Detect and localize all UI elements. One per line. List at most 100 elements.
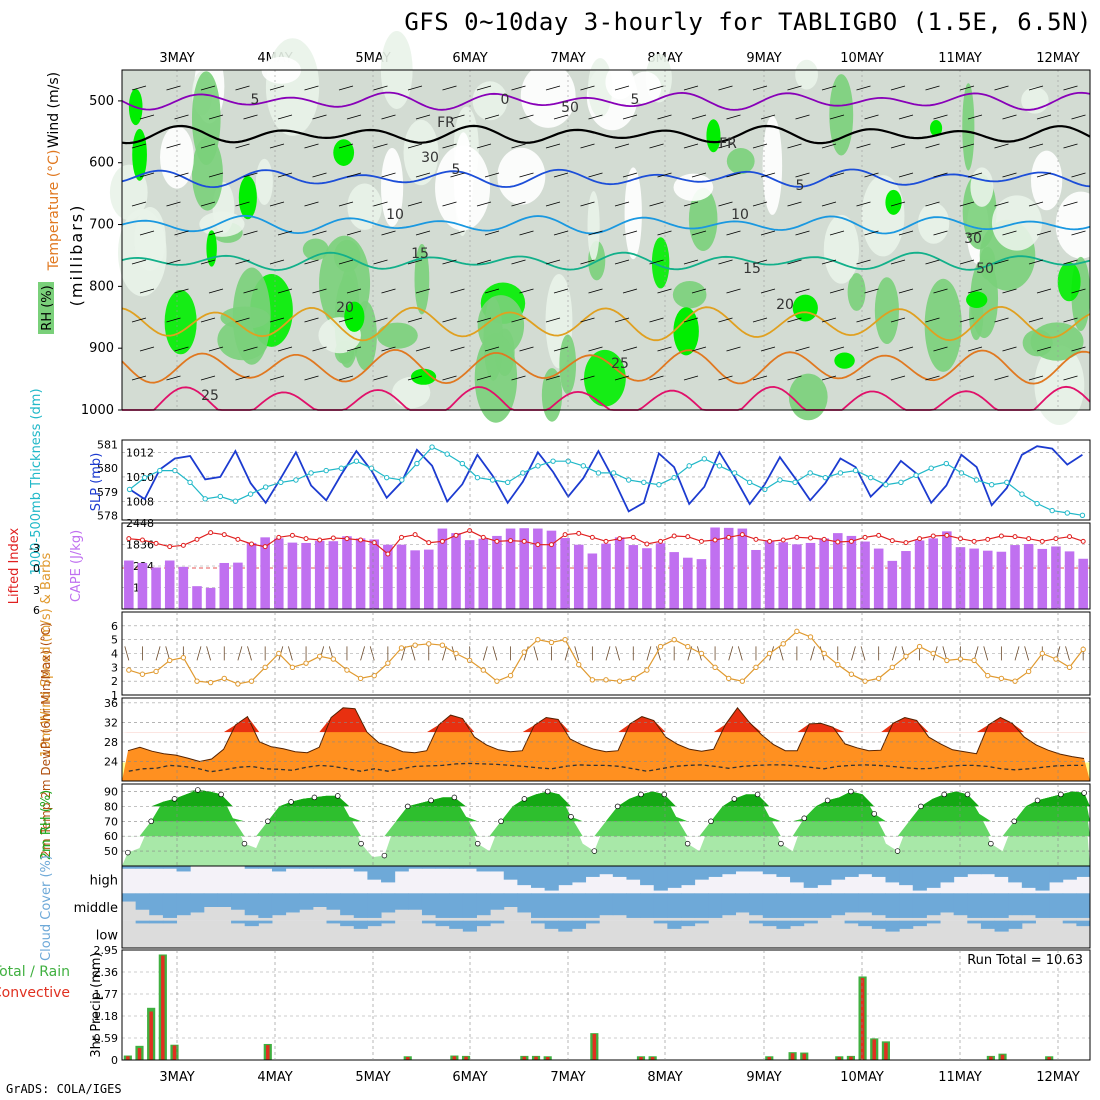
li-axis-title: Lifted Index [7, 527, 22, 604]
rh-saturated-blob [885, 189, 902, 215]
wind-barb [588, 288, 603, 294]
wind-speed-point [875, 675, 882, 682]
contour-label: 5 [251, 92, 260, 108]
cloud-cell [381, 866, 396, 883]
pressure-label: 600 [89, 156, 114, 171]
cloud-cell [776, 920, 791, 929]
wind-barb [994, 85, 1009, 91]
wind-barb [614, 259, 630, 265]
cape-bar [1037, 548, 1048, 609]
rh-blob [823, 214, 859, 284]
wind-barb [657, 172, 672, 178]
cloud-cell [490, 920, 505, 924]
wind-barb [959, 259, 975, 265]
rh-point [474, 840, 481, 847]
wind-barb [795, 346, 810, 352]
wind-barb [511, 201, 526, 207]
thickness-point [656, 482, 662, 488]
cape-bar [792, 544, 802, 609]
li-point [480, 534, 486, 540]
wind-speed-point [357, 675, 364, 682]
cloud-cell [517, 866, 532, 886]
rh-point [451, 794, 458, 801]
wind-barb [760, 172, 776, 178]
cloud-cell [844, 893, 859, 913]
cape-bar [233, 562, 243, 609]
wind-speed-point [726, 675, 732, 682]
wind-frame [121, 611, 1091, 696]
wind-barb [553, 346, 569, 352]
cloud-cell [544, 866, 559, 891]
li-point [630, 534, 636, 540]
cloud-cell [299, 893, 314, 910]
wind-speed-point [616, 678, 623, 684]
surface-wind-barb [615, 646, 621, 661]
rh-blob [917, 202, 950, 244]
wind-barb [407, 317, 423, 323]
contour-label: 15 [743, 261, 761, 277]
wind-barb [519, 346, 534, 352]
wind-barb [166, 85, 181, 91]
wind-speed-point [221, 675, 227, 682]
wind-barb [622, 172, 638, 178]
wind-barb [338, 375, 354, 381]
precip-tick-label: 2.36 [94, 966, 119, 979]
cloud-cell [571, 920, 587, 929]
cape-bar [396, 544, 407, 609]
cloud-cell [953, 893, 968, 916]
thickness-point [746, 479, 753, 486]
contour-label: 10 [386, 207, 404, 223]
contour-label: 15 [411, 246, 429, 262]
cloud-level-label: middle [74, 901, 118, 916]
li-point [617, 536, 623, 542]
wind-barb [277, 288, 293, 294]
wind-speed-point [180, 654, 187, 661]
li-tick-label: 6 [33, 604, 40, 617]
li-point [398, 534, 404, 540]
wind-barb [898, 288, 914, 294]
wind-barb [338, 317, 354, 323]
wind-barb [1002, 114, 1017, 120]
cloud-cell [899, 866, 914, 886]
cape-bar [1023, 544, 1034, 609]
cloud-cell [735, 893, 750, 913]
wind-barb [381, 114, 396, 120]
rh-point [1058, 791, 1064, 798]
li-point [221, 532, 227, 538]
li-point [317, 537, 323, 543]
cloud-cell [367, 893, 382, 918]
thickness-point [701, 456, 708, 462]
wind-barb [304, 375, 319, 381]
cloud-cell [721, 893, 737, 916]
thickness-tick-label: 579 [97, 486, 118, 499]
rh-point [801, 815, 808, 822]
cloud-row-bg [122, 920, 1090, 948]
cape-bar [819, 538, 829, 609]
wind-barb [208, 346, 224, 352]
wind-barb [856, 85, 871, 91]
cloud-cell [912, 866, 927, 891]
cloud-cell [912, 893, 927, 918]
precip-convective-bar [452, 1056, 457, 1060]
thickness-point [716, 463, 723, 469]
surface-wind-barb [728, 646, 734, 661]
wind-speed-point [930, 650, 936, 657]
wind-barb [407, 201, 423, 207]
wind-barb [131, 317, 147, 323]
cloud-cell [585, 920, 600, 924]
cape-bar [328, 541, 339, 609]
cloud-cell [953, 866, 968, 877]
rh-point [521, 796, 528, 802]
rh-blob [403, 119, 439, 186]
wind-barb [718, 317, 733, 323]
cloud-cell [803, 866, 818, 888]
cape-bar [410, 550, 420, 609]
cloud-cell [762, 920, 777, 927]
cloud-cell [817, 866, 832, 886]
wind-barb [243, 172, 258, 178]
contour-label: 50 [976, 261, 994, 277]
wind-barb [166, 317, 181, 323]
cloud-cell [435, 920, 450, 927]
thickness-point [852, 467, 859, 474]
rh-blob [520, 63, 576, 128]
